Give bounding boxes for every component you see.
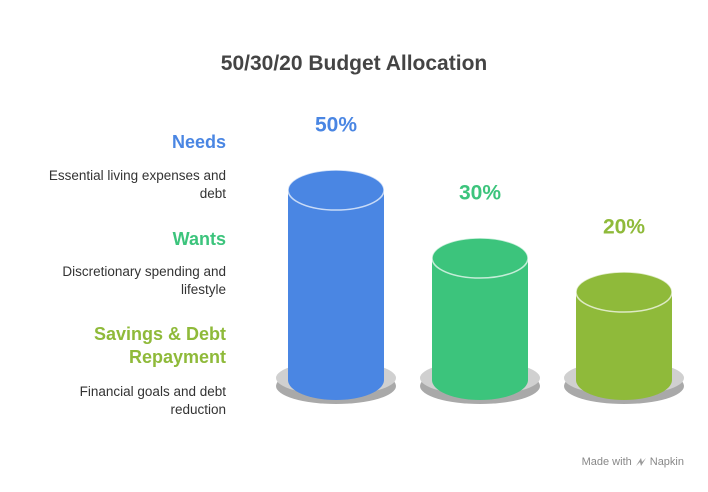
footer: Made with Napkin: [582, 456, 684, 468]
chart-title: 50/30/20 Budget Allocation: [220, 52, 488, 75]
category-description: Essential living expenses and debt: [48, 168, 226, 201]
category-description: Financial goals and debt reduction: [79, 384, 226, 417]
cylinder-top: [287, 169, 385, 211]
cylinder-top: [575, 271, 673, 313]
category-label: Needs: [171, 132, 226, 152]
category-label: Wants: [172, 229, 226, 249]
cylinder-top: [431, 237, 529, 279]
footer-text: Made with: [581, 456, 632, 468]
category-description: Discretionary spending and lifestyle: [62, 264, 226, 297]
value-label: 20%: [603, 216, 645, 239]
footer-brand: Napkin: [649, 456, 684, 468]
cylinder: [576, 292, 672, 400]
category-label: Savings & Debt Repayment: [93, 324, 226, 367]
cylinder: [288, 190, 384, 400]
value-label: 50%: [315, 114, 357, 137]
cylinder: [432, 258, 528, 400]
value-label: 30%: [459, 182, 501, 205]
napkin-icon: [635, 458, 646, 466]
